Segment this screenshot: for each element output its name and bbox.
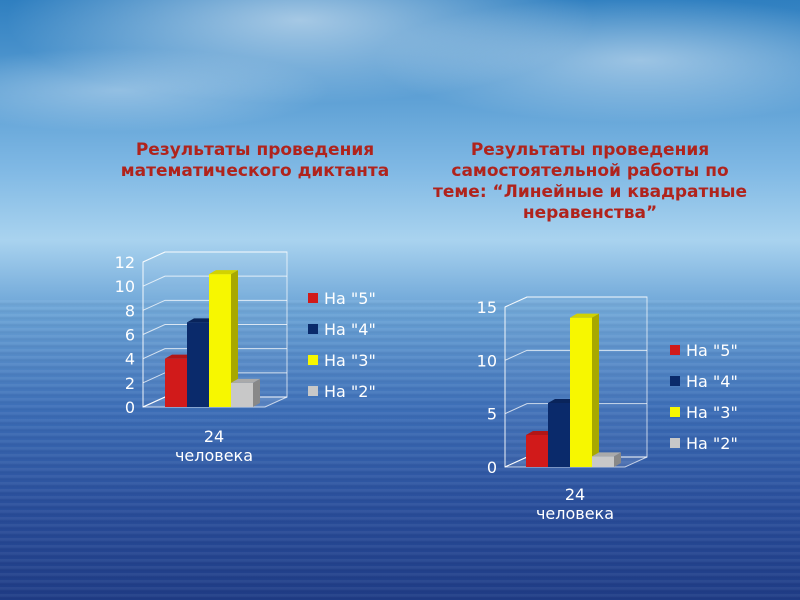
bar-top (570, 313, 599, 318)
bar-front (526, 435, 548, 467)
y-tick-label: 10 (115, 277, 135, 296)
bar-front (209, 274, 231, 407)
legend-label: На "4" (686, 372, 738, 391)
legend-label: На "2" (686, 434, 738, 453)
gridline (504, 349, 647, 361)
bar-top (548, 399, 577, 403)
legend-swatch (670, 345, 680, 355)
bar-top (592, 452, 621, 457)
bar-top (209, 270, 238, 275)
y-tick-label: 8 (125, 301, 135, 320)
legend-label: На "5" (324, 289, 376, 308)
bar-front (570, 317, 592, 467)
gridline (142, 324, 287, 335)
legend-swatch (308, 386, 318, 396)
legend-swatch (670, 376, 680, 386)
gridline (142, 275, 287, 287)
chart-title-dictation: Результаты проведения математического ди… (120, 140, 390, 181)
y-tick-label: 15 (477, 298, 497, 317)
legend-label: На "3" (324, 351, 376, 370)
bar-top (231, 378, 260, 383)
chart-title-independent-work: Результаты проведения самостоятельной ра… (433, 140, 747, 223)
y-tick-label: 12 (115, 253, 135, 272)
y-tick-label: 2 (125, 374, 135, 393)
category-label: человека (536, 504, 614, 523)
bar-side (592, 313, 599, 467)
category-label: 24 (204, 427, 224, 446)
bar-side (231, 270, 238, 407)
bar-front (231, 382, 253, 407)
bar-front (187, 322, 209, 407)
bar-side (253, 378, 260, 407)
gridline (142, 299, 287, 311)
y-tick-label: 0 (125, 398, 135, 417)
gridline (504, 296, 647, 308)
bar-top (526, 431, 555, 435)
bar-front (592, 456, 614, 467)
category-label: 24 (565, 485, 585, 504)
water-texture (0, 300, 800, 600)
y-tick-label: 4 (125, 350, 135, 369)
y-tick-label: 10 (477, 351, 497, 370)
legend-label: На "5" (686, 341, 738, 360)
bar-side (614, 452, 621, 467)
gridline (142, 251, 287, 263)
bar-front (548, 403, 570, 467)
bar-top (165, 354, 194, 359)
gridline (504, 403, 647, 415)
category-label: человека (175, 446, 253, 465)
bar-front (165, 358, 187, 407)
y-tick-label: 5 (487, 405, 497, 424)
gridline (142, 348, 287, 360)
legend-swatch (670, 438, 680, 448)
y-tick-label: 6 (125, 326, 135, 345)
legend-label: На "4" (324, 320, 376, 339)
legend-swatch (308, 324, 318, 334)
legend-label: На "2" (324, 382, 376, 401)
legend-swatch (670, 407, 680, 417)
bar-top (187, 318, 216, 323)
y-tick-label: 0 (487, 458, 497, 477)
legend-label: На "3" (686, 403, 738, 422)
legend-swatch (308, 355, 318, 365)
legend-swatch (308, 293, 318, 303)
